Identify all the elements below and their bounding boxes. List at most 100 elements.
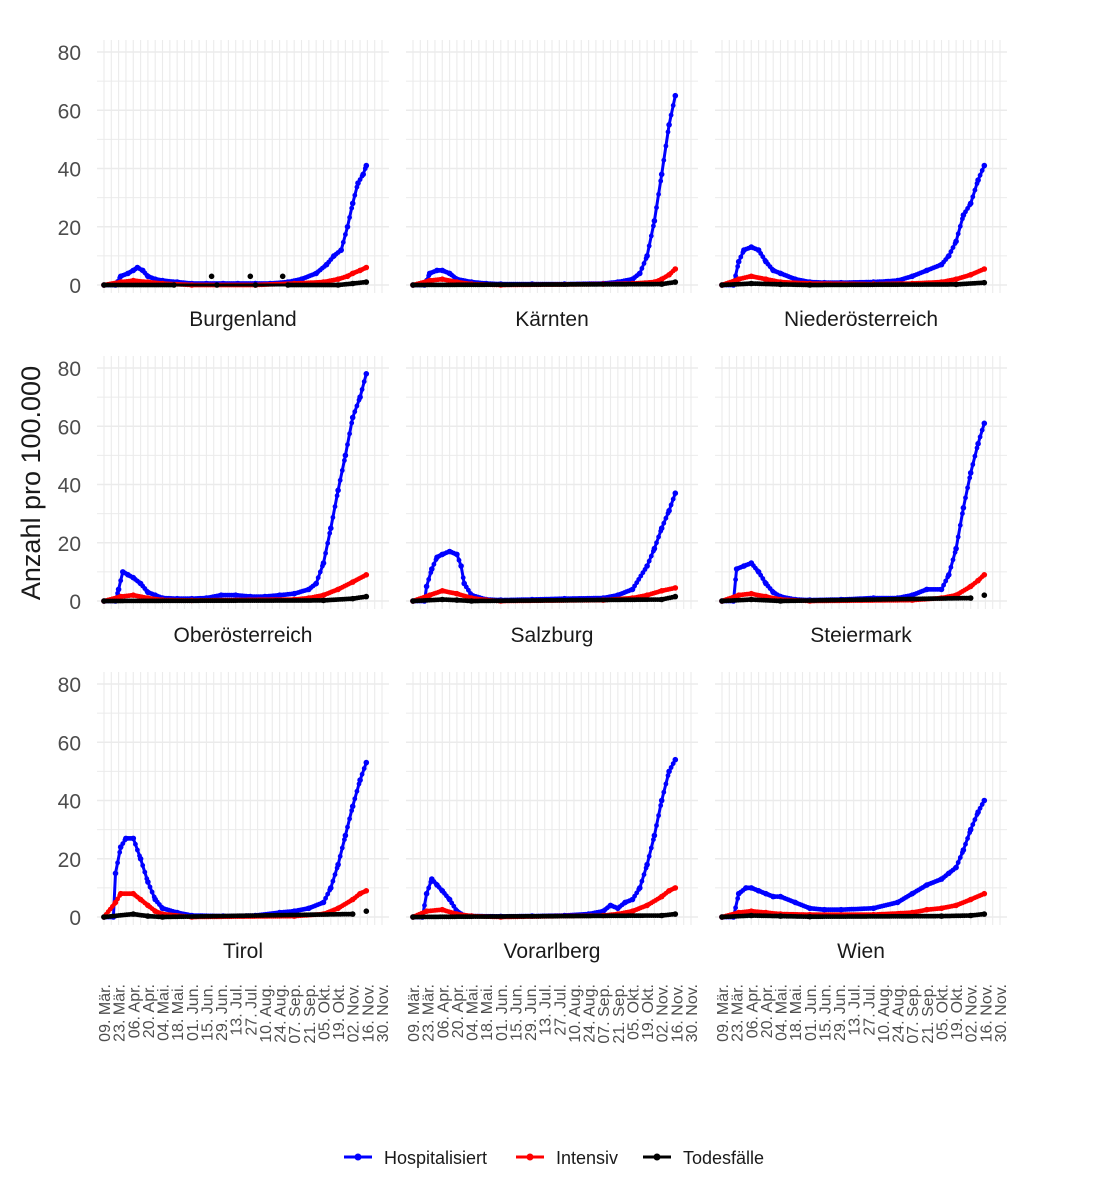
facet-panel-1: Kärnten	[406, 40, 698, 331]
y-tick-label: 60	[58, 100, 81, 123]
data-point	[320, 592, 327, 598]
data-point	[943, 578, 949, 584]
data-point	[658, 912, 665, 919]
data-point	[981, 266, 988, 272]
data-point	[970, 822, 976, 827]
data-point	[960, 847, 967, 853]
data-point	[975, 440, 981, 447]
data-point	[946, 870, 952, 877]
data-point	[651, 837, 656, 842]
legend-label: Hospitalisiert	[384, 1148, 487, 1168]
data-point	[957, 855, 963, 860]
data-point	[335, 276, 341, 283]
data-point	[960, 212, 967, 218]
data-point	[291, 908, 298, 914]
data-point	[345, 824, 350, 830]
data-point	[145, 589, 151, 596]
data-point	[342, 832, 349, 839]
data-point	[615, 592, 621, 598]
data-point	[137, 856, 144, 862]
data-point	[719, 598, 725, 604]
data-point	[965, 485, 970, 491]
data-point	[354, 788, 360, 794]
x-tick-label: 21. Sep.	[920, 984, 937, 1044]
data-point	[159, 905, 166, 912]
data-point	[639, 266, 645, 271]
data-point	[347, 431, 352, 437]
data-point	[967, 896, 974, 903]
data-point	[777, 270, 784, 277]
x-tick-label: 10. Aug.	[876, 984, 893, 1043]
data-point	[349, 420, 355, 426]
data-point	[439, 596, 446, 603]
data-point	[967, 595, 974, 601]
data-point	[960, 511, 965, 516]
data-point	[115, 860, 120, 866]
data-point	[622, 899, 628, 906]
data-point	[763, 276, 769, 283]
data-point	[950, 245, 956, 251]
x-tick-label: 02. Nov.	[655, 984, 672, 1042]
data-point	[410, 282, 416, 288]
data-point	[967, 826, 974, 833]
data-point	[357, 267, 363, 274]
x-tick-label: 24. Aug.	[273, 984, 290, 1043]
data-point	[130, 911, 137, 917]
data-point	[981, 890, 988, 897]
data-point	[629, 586, 636, 593]
data-point	[208, 273, 215, 280]
data-point	[320, 560, 327, 566]
x-tick-label: 27. Jul.	[552, 984, 569, 1036]
data-point	[331, 253, 337, 259]
y-tick-label: 60	[58, 732, 81, 755]
series-todesfälle	[101, 908, 370, 920]
data-point	[955, 860, 961, 865]
data-point	[130, 835, 137, 842]
data-point	[298, 276, 305, 283]
data-point	[972, 817, 978, 822]
data-point	[276, 592, 283, 598]
data-point	[343, 232, 348, 237]
x-tick-label: 16. Nov.	[669, 984, 686, 1042]
data-point	[938, 261, 945, 268]
data-point	[748, 912, 755, 919]
data-point	[733, 577, 738, 582]
x-tick-label: 19. Okt.	[949, 984, 966, 1040]
data-point	[656, 813, 661, 818]
data-point	[600, 908, 606, 914]
data-point	[663, 515, 669, 521]
data-point	[349, 200, 356, 207]
x-tick-label: 07. Sep.	[905, 984, 922, 1044]
x-axis-1: 09. Mär.23. Mär.06. Apr.20. Apr.04. Mai.…	[406, 984, 701, 1044]
data-point	[981, 572, 988, 578]
legend-label: Todesfälle	[683, 1148, 764, 1168]
data-point	[735, 258, 742, 265]
data-point	[953, 864, 959, 871]
data-point	[352, 796, 358, 802]
data-point	[950, 557, 956, 563]
data-point	[672, 593, 679, 600]
data-point	[335, 905, 341, 912]
data-point	[352, 409, 358, 415]
data-point	[313, 580, 320, 587]
data-point	[335, 861, 341, 868]
data-point	[117, 890, 124, 897]
x-tick-label: 01. Jun.	[803, 984, 820, 1041]
data-point	[924, 882, 930, 888]
data-point	[963, 495, 968, 501]
data-point	[629, 276, 636, 283]
data-point	[426, 592, 433, 598]
data-point	[981, 797, 988, 804]
data-point	[644, 861, 650, 868]
data-point	[666, 122, 672, 128]
data-point	[792, 899, 798, 906]
data-point	[171, 282, 177, 288]
x-tick-label: 29. Jun.	[523, 984, 540, 1041]
data-point	[330, 878, 336, 884]
data-point	[972, 187, 978, 193]
x-tick-label: 20. Apr.	[141, 984, 158, 1038]
data-point	[359, 387, 365, 392]
data-point	[981, 911, 988, 917]
legend-item-intensiv: Intensiv	[516, 1148, 618, 1168]
data-point	[948, 564, 954, 570]
